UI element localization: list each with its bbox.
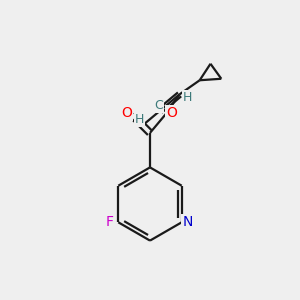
Text: F: F (106, 215, 114, 229)
Text: N: N (182, 215, 193, 229)
Text: O: O (121, 106, 132, 120)
Text: H: H (183, 92, 193, 104)
Text: O: O (167, 106, 178, 120)
Text: H: H (135, 113, 144, 126)
Text: C: C (155, 99, 164, 112)
